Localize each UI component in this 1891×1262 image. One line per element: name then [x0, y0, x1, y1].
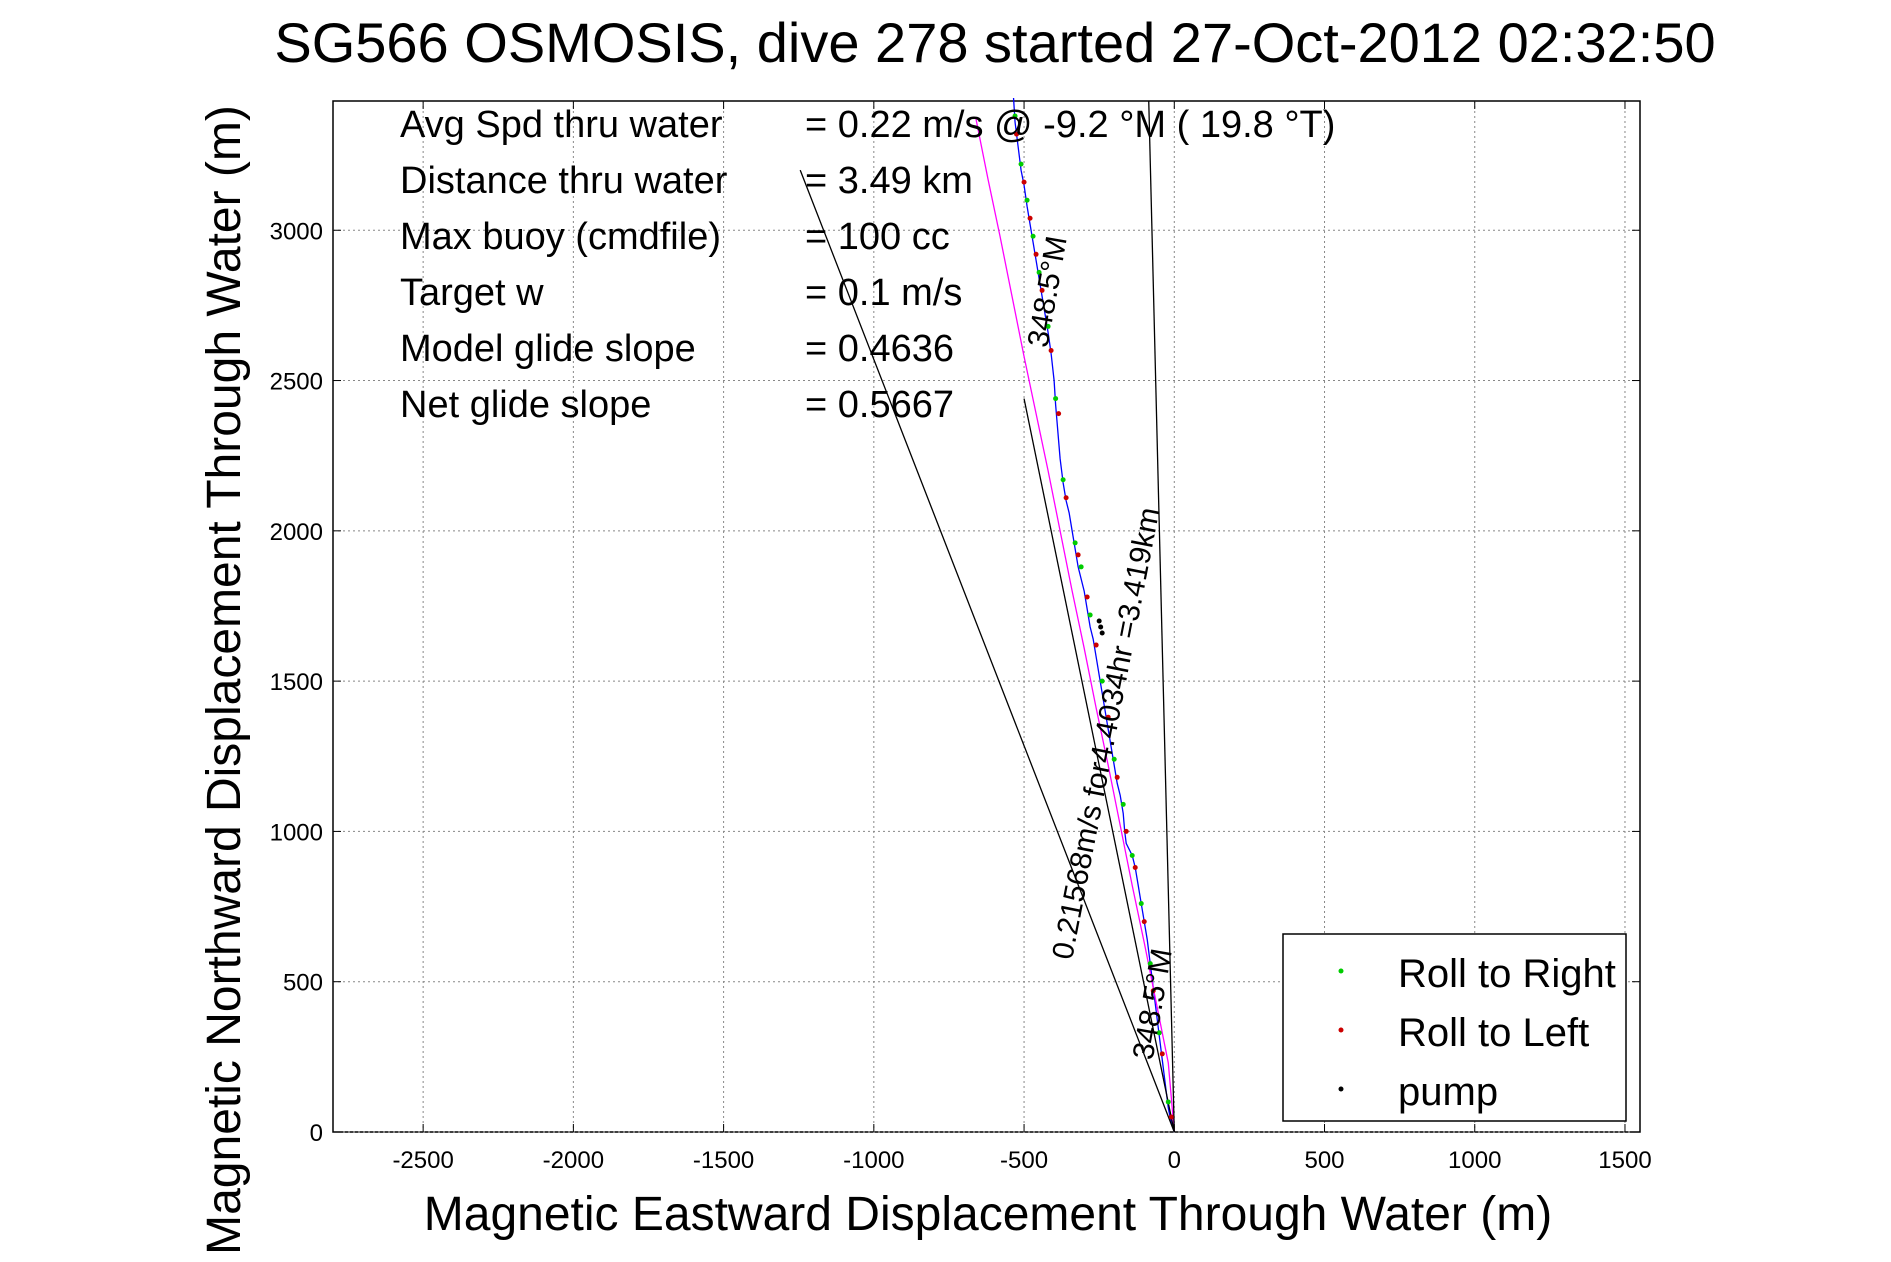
- legend-label: pump: [1398, 1070, 1498, 1114]
- legend-label: Roll to Right: [1398, 952, 1616, 996]
- x-tick-label: 500: [1304, 1147, 1344, 1174]
- roll-right-markers-point: [1147, 961, 1153, 967]
- roll-left-markers-point: [1084, 594, 1090, 600]
- legend-marker: [1338, 1086, 1344, 1092]
- roll-left-markers-point: [1027, 215, 1033, 221]
- roll-left-markers-point: [1105, 714, 1111, 720]
- info-label: Model glide slope: [400, 328, 696, 370]
- roll-right-markers-point: [1138, 901, 1144, 907]
- roll-right-markers-point: [1087, 612, 1093, 618]
- info-value: = 0.22 m/s @ -9.2 °M ( 19.8 °T): [805, 104, 1335, 146]
- roll-right-markers-point: [1111, 756, 1117, 762]
- x-tick-label: -2500: [392, 1147, 453, 1174]
- roll-left-markers-point: [1150, 988, 1156, 994]
- track-line: [1012, 97, 1175, 1133]
- roll-right-markers-point: [1024, 197, 1030, 203]
- x-tick-label: 1500: [1598, 1147, 1651, 1174]
- roll-left-markers-point: [1093, 642, 1099, 648]
- roll-right-markers-point: [1018, 161, 1024, 167]
- x-tick-label: 1000: [1448, 1147, 1501, 1174]
- roll-left-markers-point: [1039, 287, 1045, 293]
- info-label: Avg Spd thru water: [400, 104, 723, 146]
- roll-left-markers-point: [1048, 347, 1054, 353]
- pump-markers-point: [1096, 618, 1102, 624]
- info-label: Target w: [400, 272, 544, 314]
- pump-markers-point: [1098, 624, 1104, 630]
- roll-left-markers-point: [1114, 774, 1120, 780]
- roll-left-markers-point: [1014, 131, 1020, 137]
- roll-left-markers-point: [1021, 179, 1027, 185]
- roll-left-markers-point: [1033, 251, 1039, 257]
- x-tick-label: -2000: [543, 1147, 604, 1174]
- chart-title: SG566 OSMOSIS, dive 278 started 27-Oct-2…: [274, 11, 1715, 74]
- x-tick-label: 0: [1168, 1147, 1181, 1174]
- y-tick-label: 1500: [270, 669, 323, 696]
- y-ticks: 0 500 1000 1500 2000 2500 3000: [270, 218, 1640, 1147]
- x-tick-label: -500: [1000, 1147, 1048, 1174]
- roll-right-markers-point: [1072, 540, 1078, 546]
- roll-right-markers-point: [1012, 113, 1018, 119]
- y-axis-label: Magnetic Northward Displacement Through …: [198, 105, 251, 1255]
- legend-marker: [1338, 968, 1344, 974]
- roll-right-markers-point: [1156, 1030, 1162, 1036]
- roll-left-markers-point: [1159, 1051, 1165, 1057]
- grid: [333, 101, 1640, 1133]
- info-block: Avg Spd thru water = 0.22 m/s @ -9.2 °M (…: [400, 104, 1335, 426]
- line-west-line: [799, 169, 1175, 1133]
- roll-right-markers-point: [1060, 477, 1066, 483]
- y-tick-label: 0: [310, 1120, 323, 1147]
- info-value: = 100 cc: [805, 216, 950, 258]
- roll-right-markers-point: [1045, 323, 1051, 329]
- roll-right-markers-point: [1030, 233, 1036, 239]
- legend-label: Roll to Left: [1398, 1011, 1589, 1055]
- line-mid-line: [1023, 398, 1175, 1133]
- roll-left-markers-point: [1132, 864, 1138, 870]
- y-tick-label: 1000: [270, 819, 323, 846]
- legend-marker: [1338, 1027, 1344, 1033]
- y-tick-label: 3000: [270, 218, 323, 245]
- line-north-line: [1148, 100, 1175, 1133]
- legend: Roll to Right Roll to Left pump: [1282, 933, 1627, 1122]
- marker-layer: [1012, 113, 1174, 1120]
- roll-left-markers-point: [1123, 828, 1129, 834]
- roll-left-markers-point: [1063, 495, 1069, 501]
- roll-left-markers-point: [1141, 919, 1147, 925]
- y-tick-label: 2500: [270, 369, 323, 396]
- info-value: = 3.49 km: [805, 160, 973, 202]
- x-tick-label: -1500: [693, 1147, 754, 1174]
- info-label: Max buoy (cmdfile): [400, 216, 721, 258]
- roll-right-markers-point: [1129, 852, 1135, 858]
- info-label: Distance thru water: [400, 160, 728, 202]
- series-layer: [799, 97, 1175, 1133]
- roll-right-markers-point: [1099, 678, 1105, 684]
- roll-left-markers-point: [1168, 1114, 1174, 1120]
- roll-right-markers-point: [1165, 1099, 1171, 1105]
- y-tick-label: 2000: [270, 519, 323, 546]
- roll-right-markers-point: [1078, 564, 1084, 570]
- path-line: [975, 118, 1175, 1133]
- roll-right-markers-point: [1120, 801, 1126, 807]
- x-tick-label: -1000: [843, 1147, 904, 1174]
- x-axis-label: Magnetic Eastward Displacement Through W…: [424, 1188, 1552, 1241]
- roll-right-markers-point: [1036, 269, 1042, 275]
- roll-left-markers-point: [1075, 552, 1081, 558]
- info-value: = 0.1 m/s: [805, 272, 962, 314]
- pump-markers-point: [1099, 630, 1105, 636]
- info-value: = 0.4636: [805, 328, 954, 370]
- roll-right-markers-point: [1053, 396, 1059, 402]
- legend-entries: Roll to Right Roll to Left pump: [1338, 952, 1616, 1114]
- x-ticks: -2500 -2000 -1500 -1000 -500 0 500 1000 1500: [392, 101, 1652, 1174]
- info-value: = 0.5667: [805, 384, 954, 426]
- roll-left-markers-point: [1056, 411, 1062, 417]
- info-label: Net glide slope: [400, 384, 651, 426]
- y-tick-label: 500: [283, 970, 323, 997]
